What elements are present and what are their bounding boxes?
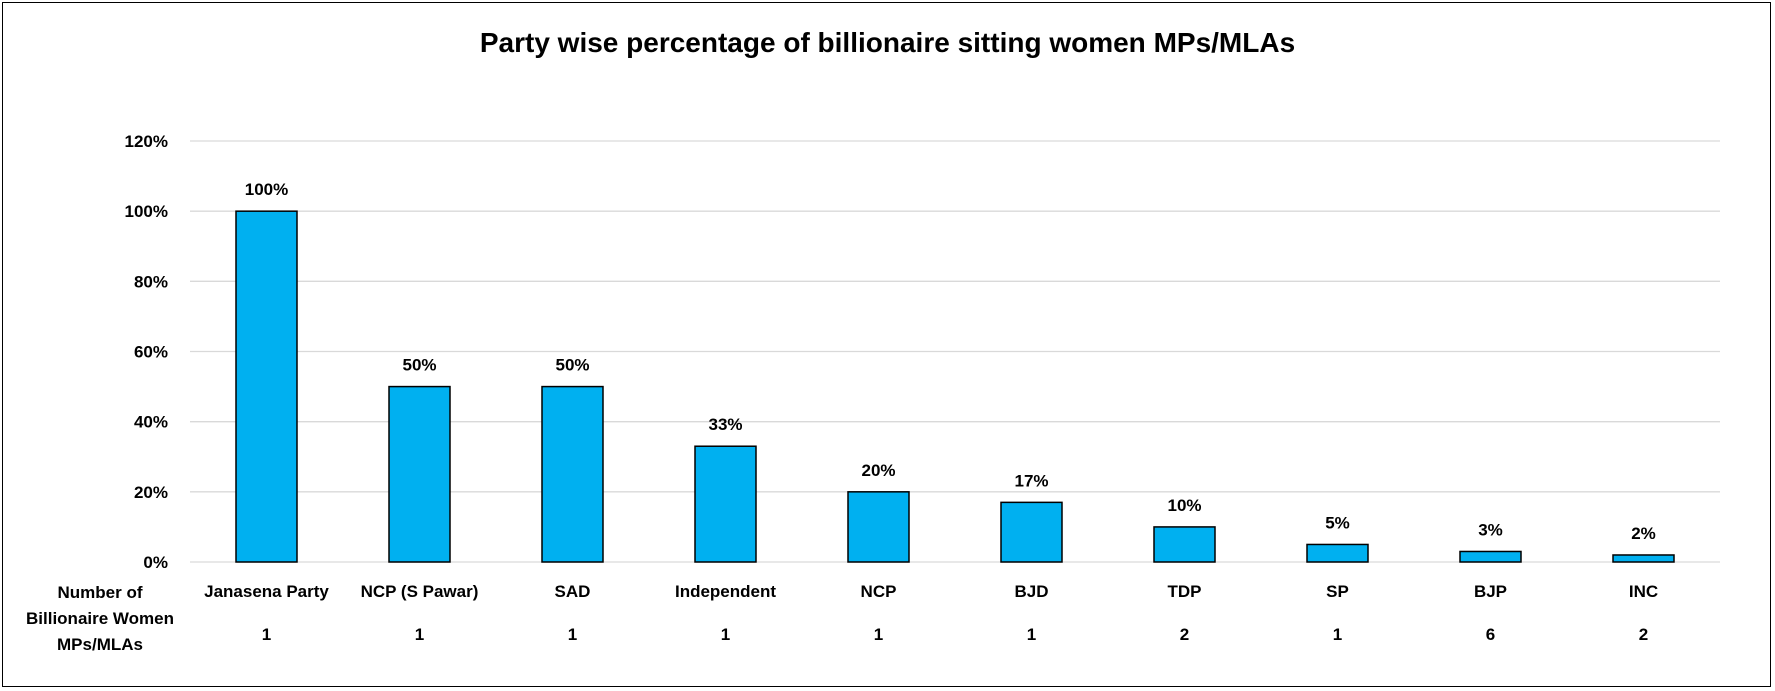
bar — [235, 210, 298, 563]
count-row: 1 1 1 1 1 1 2 1 6 2 Number of Billionaire Women MPs/… — [26, 583, 1648, 654]
data-labels: 100% 50% 50% 33% 20% 17% 10% 5% 3% 2% — [245, 180, 1656, 543]
category-label: INC — [1629, 582, 1658, 601]
y-axis-ticks: 0% 20% 40% 60% 80% 100% 120% — [125, 132, 168, 572]
data-label: 10% — [1167, 496, 1201, 515]
data-label: 50% — [555, 356, 589, 375]
count-value: 2 — [1180, 625, 1189, 644]
count-value: 1 — [721, 625, 730, 644]
y-tick-label: 100% — [125, 202, 168, 221]
bar — [1306, 543, 1369, 563]
y-tick-label: 80% — [134, 272, 168, 291]
bars — [235, 210, 1675, 563]
count-value: 1 — [1027, 625, 1036, 644]
count-value: 1 — [262, 625, 271, 644]
bar — [694, 445, 757, 563]
count-value: 6 — [1486, 625, 1495, 644]
count-row-header: Billionaire Women — [26, 609, 174, 628]
data-label: 2% — [1631, 524, 1656, 543]
data-label: 100% — [245, 180, 288, 199]
count-value: 1 — [1333, 625, 1342, 644]
bar — [1000, 501, 1063, 563]
chart-title: Party wise percentage of billionaire sit… — [479, 27, 1296, 58]
count-value: 1 — [568, 625, 577, 644]
data-label: 33% — [708, 415, 742, 434]
count-row-header: MPs/MLAs — [57, 635, 143, 654]
y-tick-label: 0% — [143, 553, 168, 572]
category-label: SAD — [555, 582, 591, 601]
y-tick-label: 20% — [134, 483, 168, 502]
y-tick-label: 60% — [134, 343, 168, 362]
data-label: 50% — [402, 356, 436, 375]
bar — [1612, 554, 1675, 563]
category-label: TDP — [1168, 582, 1202, 601]
count-row-header: Number of — [58, 583, 143, 602]
bar — [1459, 550, 1522, 563]
category-label: BJD — [1014, 582, 1048, 601]
y-tick-label: 120% — [125, 132, 168, 151]
category-label: NCP (S Pawar) — [361, 582, 479, 601]
category-labels: Janasena Party NCP (S Pawar) SAD Independen… — [204, 582, 1658, 601]
category-label: SP — [1326, 582, 1349, 601]
data-label: 17% — [1014, 471, 1048, 490]
category-label: Janasena Party — [204, 582, 329, 601]
category-label: Independent — [675, 582, 776, 601]
bar — [541, 385, 604, 563]
category-label: BJP — [1474, 582, 1507, 601]
data-label: 20% — [861, 461, 895, 480]
count-value: 2 — [1639, 625, 1648, 644]
y-tick-label: 40% — [134, 413, 168, 432]
bar — [388, 385, 451, 563]
count-value: 1 — [415, 625, 424, 644]
data-label: 3% — [1478, 520, 1503, 539]
count-value: 1 — [874, 625, 883, 644]
category-label: NCP — [861, 582, 897, 601]
bar — [1153, 526, 1216, 563]
bar — [847, 491, 910, 563]
data-label: 5% — [1325, 513, 1350, 532]
